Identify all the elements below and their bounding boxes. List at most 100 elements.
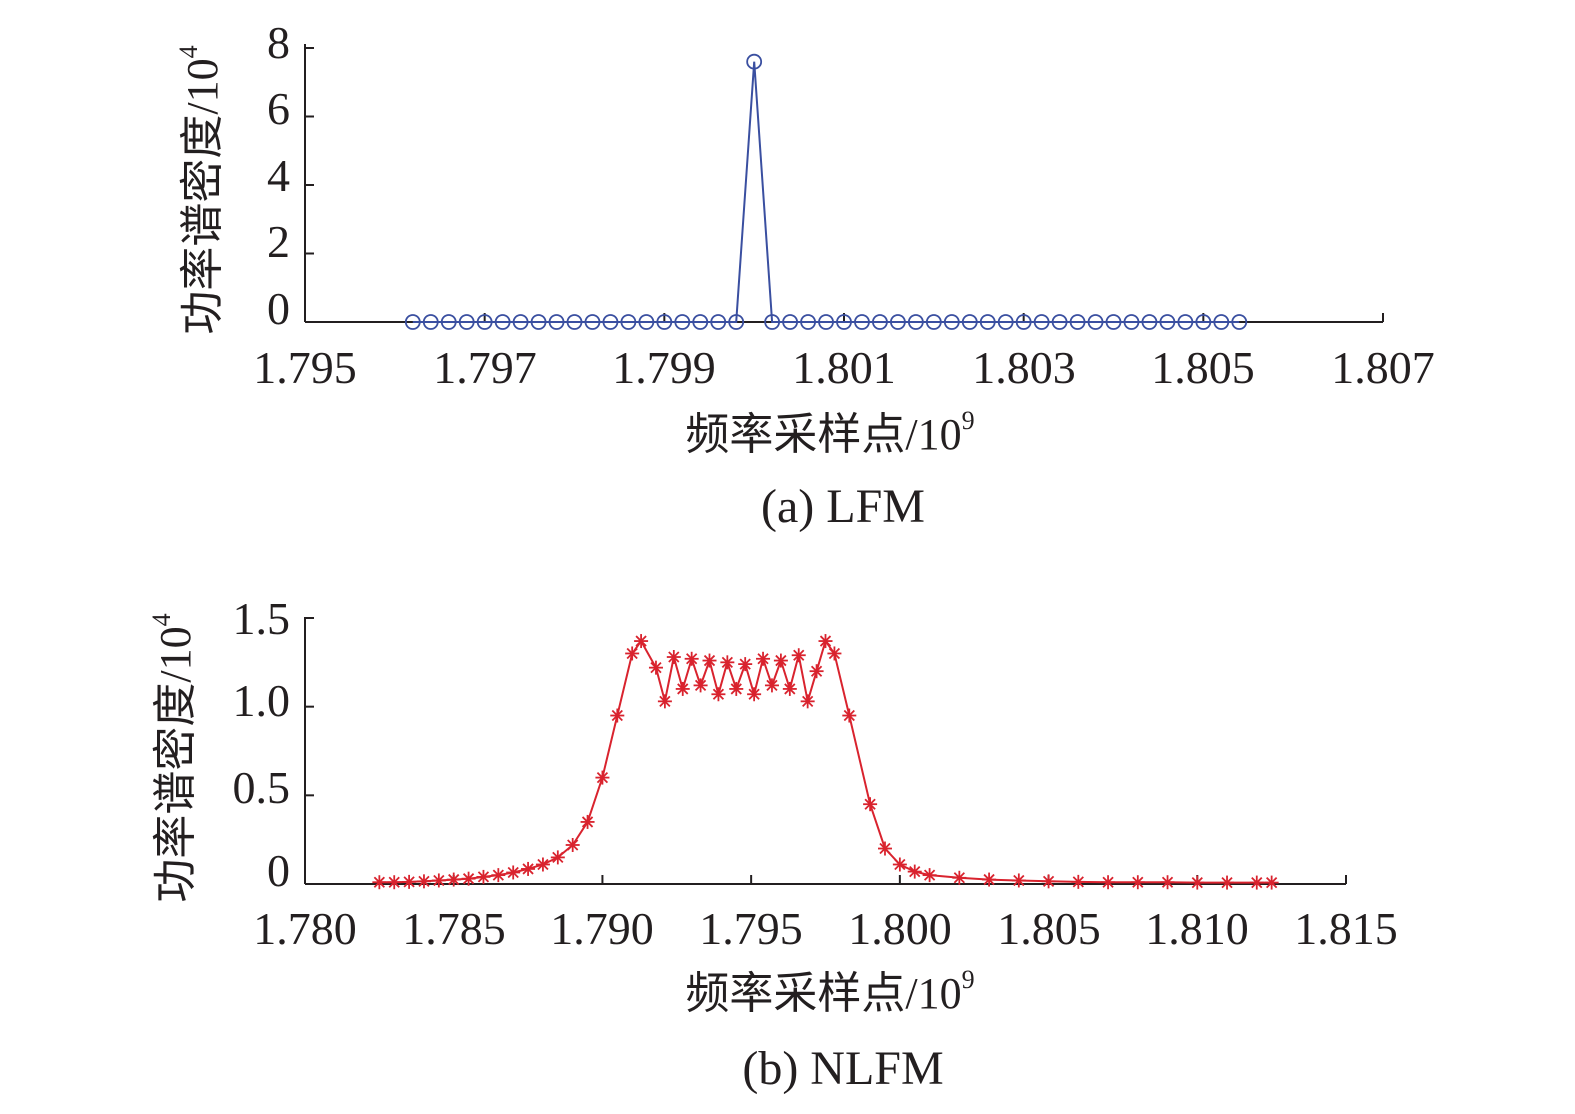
chart-a-x-tick-labels: 1.795 1.797 1.799 1.801 1.803 1.805 1.80…: [253, 342, 1435, 393]
chart-b-data-point: [818, 634, 833, 649]
chart-a-data-point: [800, 314, 816, 330]
chart-a-data-point: [656, 314, 673, 330]
chart-b-data-point: [863, 797, 878, 812]
chart-b-data-point: [952, 870, 967, 885]
chart-b-data-point: [711, 687, 726, 702]
chart-b-data-point: [1220, 875, 1235, 890]
chart-b-data-point: [877, 841, 892, 856]
chart-a-data-point: [1051, 314, 1068, 330]
chart-a-data-point: [638, 314, 655, 330]
chart-a-x-tick-label: 1.799: [612, 342, 716, 393]
chart-a-y-tick-label: 0: [267, 283, 290, 334]
chart-b-data-point: [729, 681, 744, 696]
chart-a-y-tick-label: 4: [267, 150, 290, 201]
chart-a-series: [404, 53, 1248, 330]
chart-b-x-tick-label: 1.810: [1145, 903, 1249, 954]
chart-b-x-tick-label: 1.815: [1294, 903, 1398, 954]
chart-a-x-tick-label: 1.797: [433, 342, 537, 393]
chart-a: 1.795 1.797 1.799 1.801 1.803 1.805 1.80…: [174, 17, 1435, 533]
chart-a-data-point: [1213, 314, 1230, 330]
chart-b-data-point: [610, 708, 625, 723]
chart-b-y-tick-label: 0: [267, 845, 290, 896]
chart-b-x-tick-label: 1.790: [550, 903, 654, 954]
chart-b-ticks: [304, 617, 1347, 885]
chart-b-data-point: [506, 865, 521, 880]
chart-b-data-point: [773, 653, 788, 668]
chart-a-data-point: [979, 314, 996, 330]
chart-a-data-point: [782, 314, 798, 330]
chart-a-data-point: [602, 314, 619, 330]
chart-b-data-point: [782, 681, 797, 696]
chart-a-y-tick-labels: 0 2 4 6 8: [267, 17, 290, 334]
chart-b-data-point: [595, 770, 610, 785]
chart-a-data-point: [692, 314, 709, 330]
chart-a-data-point: [961, 314, 978, 330]
chart-a-data-point: [476, 314, 493, 330]
chart-b-y-tick-label: 1.5: [233, 593, 291, 644]
chart-a-x-tick-label: 1.801: [792, 342, 896, 393]
chart-a-data-point: [548, 314, 565, 330]
chart-b-data-point: [1130, 875, 1145, 890]
chart-b-data-point: [1249, 875, 1264, 890]
chart-b-caption: (b) NLFM: [742, 1042, 943, 1095]
chart-b-data-point: [666, 650, 681, 665]
chart-a-data-point: [1033, 314, 1050, 330]
chart-b-data-point: [892, 857, 907, 872]
chart-b-x-tick-label: 1.800: [848, 903, 952, 954]
chart-b-data-point: [764, 678, 779, 693]
chart-a-data-point: [530, 314, 547, 330]
chart-a-data-point: [1015, 314, 1032, 330]
chart-a-data-point: [746, 53, 763, 70]
chart-b-data-point: [1101, 875, 1116, 890]
chart-b-data-point: [702, 653, 717, 668]
chart-b-data-point: [634, 634, 649, 649]
chart-b-x-tick-labels: 1.780 1.785 1.790 1.795 1.800 1.805 1.81…: [253, 903, 1398, 954]
chart-b-x-tick-label: 1.805: [997, 903, 1101, 954]
chart-b-y-tick-labels: 0 0.5 1.0 1.5: [233, 593, 291, 896]
chart-b-data-point: [809, 664, 824, 679]
chart-b-y-axis-title: 功率谱密度/104: [147, 613, 200, 902]
chart-a-data-point: [872, 314, 888, 330]
chart-a-data-point: [997, 314, 1014, 330]
chart-a-data-point: [907, 314, 924, 330]
chart-b-data-point: [476, 869, 491, 884]
chart-a-data-point: [728, 314, 745, 330]
chart-a-data-point: [764, 314, 781, 330]
chart-b-x-tick-label: 1.795: [699, 903, 803, 954]
chart-a-data-point: [512, 314, 529, 330]
chart-b-data-point: [461, 871, 476, 886]
chart-b-data-point: [842, 708, 857, 723]
chart-b-data-point: [1160, 875, 1175, 890]
chart-b-data-point: [982, 872, 997, 887]
chart-a-data-point: [818, 314, 834, 330]
chart-a-data-point: [458, 314, 475, 330]
chart-b-y-tick-label: 1.0: [233, 675, 291, 726]
chart-b-data-point: [431, 873, 446, 888]
chart-a-caption: (a) LFM: [761, 480, 925, 533]
chart-b-data-point: [738, 657, 753, 672]
chart-a-data-point: [1123, 314, 1140, 330]
chart-a-x-tick-label: 1.803: [972, 342, 1076, 393]
chart-a-data-point: [1087, 314, 1104, 330]
chart-b-data-point: [827, 646, 842, 661]
chart-b-data-point: [1011, 873, 1026, 888]
chart-a-y-tick-label: 2: [267, 216, 290, 267]
chart-b-data-point: [372, 875, 387, 890]
chart-b-series-line: [379, 638, 1272, 884]
chart-a-data-point: [1177, 314, 1194, 330]
chart-a-data-point: [854, 314, 870, 330]
chart-b-data-point: [521, 861, 536, 876]
chart-b-data-point: [675, 681, 690, 696]
chart-b-data-point: [648, 660, 663, 675]
chart-a-data-point: [1105, 314, 1122, 330]
chart-a-x-tick-label: 1.795: [253, 342, 357, 393]
chart-b-data-point: [625, 646, 640, 661]
chart-a-data-point: [440, 314, 457, 330]
chart-b-data-point: [907, 864, 922, 879]
chart-b-y-tick-label: 0.5: [233, 762, 291, 813]
chart-a-series-line: [412, 61, 1240, 323]
chart-a-x-tick-label: 1.807: [1331, 342, 1435, 393]
chart-a-y-axis-title: 功率谱密度/104: [174, 45, 227, 334]
chart-a-data-point: [1159, 314, 1176, 330]
